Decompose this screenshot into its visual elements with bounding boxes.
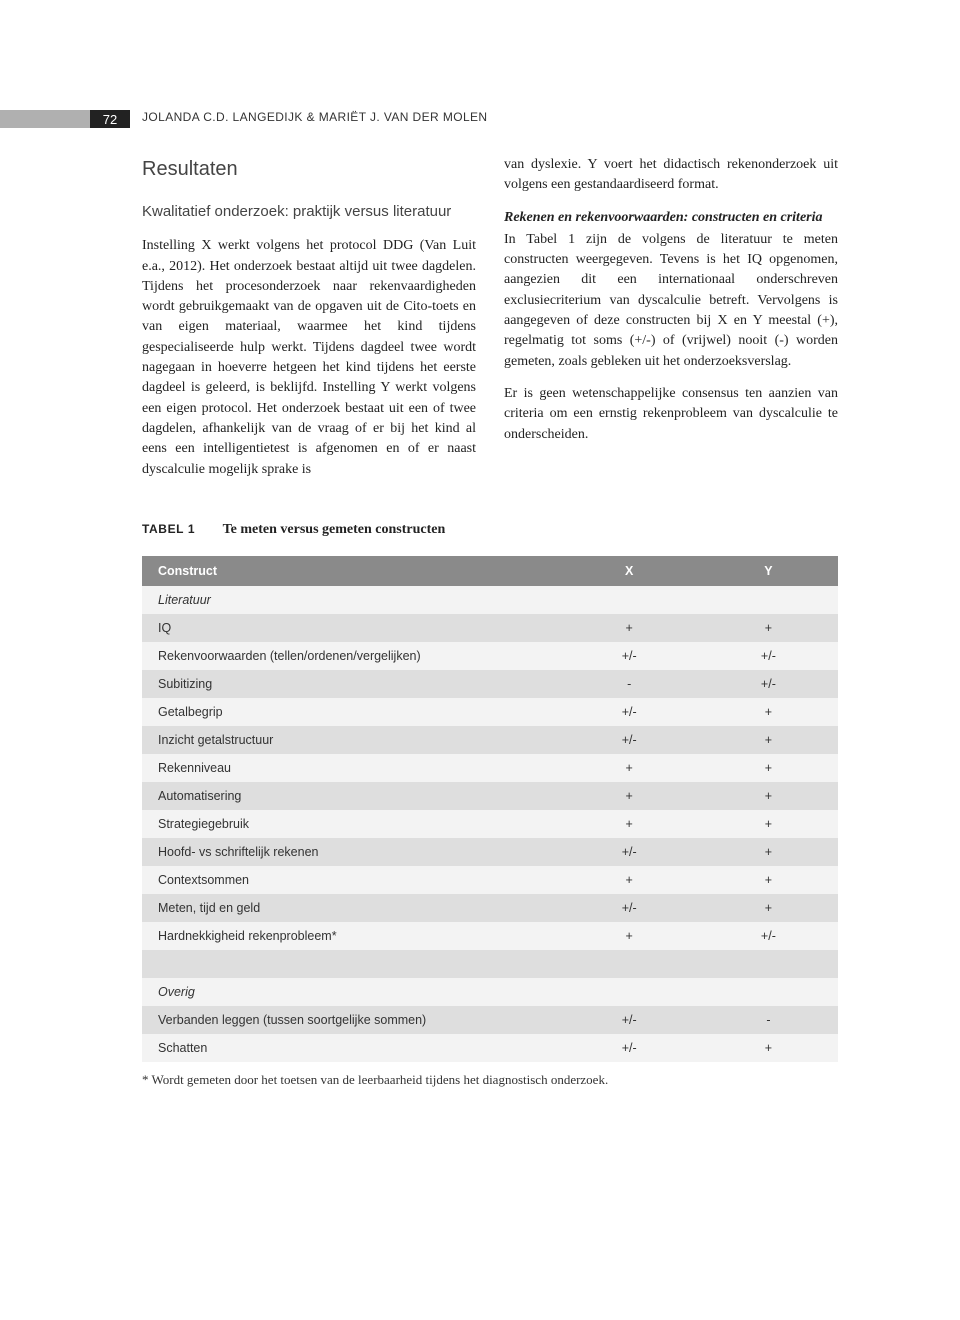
table-cell-construct: Verbanden leggen (tussen soortgelijke so…: [142, 1006, 560, 1034]
table-cell-construct: Subitizing: [142, 670, 560, 698]
running-head: JOLANDA C.D. LANGEDIJK & MARIËT J. VAN D…: [142, 110, 488, 124]
page-content: Resultaten Kwalitatief onderzoek: prakti…: [142, 155, 838, 1088]
table-row: IQ++: [142, 614, 838, 642]
right-column-paragraph-mid: In Tabel 1 zijn de volgens de literatuur…: [504, 230, 838, 372]
table-cell-construct: Inzicht getalstructuur: [142, 726, 560, 754]
table-cell-value: -: [699, 1006, 838, 1034]
table-label: TABEL 1: [142, 522, 195, 536]
table-cell-value: +: [699, 726, 838, 754]
table-row: Rekenvoorwaarden (tellen/ordenen/vergeli…: [142, 642, 838, 670]
table-cell-construct: IQ: [142, 614, 560, 642]
table-section-label: Overig: [142, 978, 838, 1006]
table-cell-value: +: [699, 1034, 838, 1062]
table-body: LiteratuurIQ++Rekenvoorwaarden (tellen/o…: [142, 586, 838, 1062]
table-cell-value: +/-: [560, 726, 699, 754]
table-cell-construct: Contextsommen: [142, 866, 560, 894]
table-cell-value: +/-: [560, 1034, 699, 1062]
table-header-x: X: [560, 556, 699, 586]
table-header-row: Construct X Y: [142, 556, 838, 586]
table-row: Hoofd- vs schriftelijk rekenen+/-+: [142, 838, 838, 866]
table-cell-value: -: [560, 670, 699, 698]
table-cell-value: +/-: [560, 642, 699, 670]
table-row: Inzicht getalstructuur+/-+: [142, 726, 838, 754]
table-cell-construct: Getalbegrip: [142, 698, 560, 726]
table-cell-value: +: [699, 614, 838, 642]
table-caption: Te meten versus gemeten constructen: [223, 522, 446, 537]
table-cell-construct: Schatten: [142, 1034, 560, 1062]
table-row: Literatuur: [142, 586, 838, 614]
table-row: Rekenniveau++: [142, 754, 838, 782]
table-cell-value: +: [560, 866, 699, 894]
table-cell-value: +/-: [560, 1006, 699, 1034]
table-cell-value: +/-: [699, 922, 838, 950]
right-column: van dyslexie. Y voert het didactisch rek…: [504, 155, 838, 492]
subsubsection-title: Rekenen en rekenvoorwaarden: constructen…: [504, 208, 838, 228]
table-row: Hardnekkigheid rekenprobleem*++/-: [142, 922, 838, 950]
page-number-accent: [0, 110, 90, 128]
constructs-table: Construct X Y LiteratuurIQ++Rekenvoorwaa…: [142, 556, 838, 1062]
right-column-paragraph-top: van dyslexie. Y voert het didactisch rek…: [504, 155, 838, 196]
table-row: Getalbegrip+/-+: [142, 698, 838, 726]
table-cell-value: +: [560, 782, 699, 810]
table-section-label: Literatuur: [142, 586, 838, 614]
table-footnote: * Wordt gemeten door het toetsen van de …: [142, 1072, 838, 1088]
table-cell-construct: Automatisering: [142, 782, 560, 810]
table-cell-value: +/-: [699, 642, 838, 670]
page-number-bar: 72: [0, 110, 130, 128]
table-row: Automatisering++: [142, 782, 838, 810]
table-cell-construct: Hoofd- vs schriftelijk rekenen: [142, 838, 560, 866]
table-header-construct: Construct: [142, 556, 560, 586]
table-cell-construct: Rekenniveau: [142, 754, 560, 782]
left-column: Resultaten Kwalitatief onderzoek: prakti…: [142, 155, 476, 492]
table-cell-value: +: [699, 698, 838, 726]
right-column-paragraph-bot: Er is geen wetenschappelijke consensus t…: [504, 384, 838, 445]
table-cell-value: +: [560, 922, 699, 950]
table-row: Contextsommen++: [142, 866, 838, 894]
table-row: [142, 950, 838, 978]
table-row: Schatten+/-+: [142, 1034, 838, 1062]
subsection-title: Kwalitatief onderzoek: praktijk versus l…: [142, 202, 476, 222]
table-row: Verbanden leggen (tussen soortgelijke so…: [142, 1006, 838, 1034]
table-cell-construct: Rekenvoorwaarden (tellen/ordenen/vergeli…: [142, 642, 560, 670]
table-cell-value: +: [560, 754, 699, 782]
table-header-y: Y: [699, 556, 838, 586]
table-cell-construct: Meten, tijd en geld: [142, 894, 560, 922]
table-cell-value: +/-: [560, 838, 699, 866]
table-cell-value: +: [699, 866, 838, 894]
table-cell-value: +: [699, 810, 838, 838]
table-cell-construct: Hardnekkigheid rekenprobleem*: [142, 922, 560, 950]
table-cell-value: +/-: [560, 698, 699, 726]
table-row: Meten, tijd en geld+/-+: [142, 894, 838, 922]
table-cell-value: +: [560, 614, 699, 642]
table-cell-value: +: [699, 838, 838, 866]
section-title: Resultaten: [142, 155, 476, 184]
table-cell-value: +: [699, 894, 838, 922]
table-row: Overig: [142, 978, 838, 1006]
table-cell-construct: Strategiegebruik: [142, 810, 560, 838]
table-row: Strategiegebruik++: [142, 810, 838, 838]
left-column-paragraph: Instelling X werkt volgens het protocol …: [142, 236, 476, 480]
two-column-body: Resultaten Kwalitatief onderzoek: prakti…: [142, 155, 838, 492]
table-caption-line: TABEL 1 Te meten versus gemeten construc…: [142, 522, 838, 538]
table-spacer: [142, 950, 838, 978]
page-number: 72: [90, 110, 130, 128]
table-cell-value: +/-: [560, 894, 699, 922]
table-cell-value: +/-: [699, 670, 838, 698]
table-cell-value: +: [699, 782, 838, 810]
table-cell-value: +: [560, 810, 699, 838]
table-row: Subitizing-+/-: [142, 670, 838, 698]
table-cell-value: +: [699, 754, 838, 782]
